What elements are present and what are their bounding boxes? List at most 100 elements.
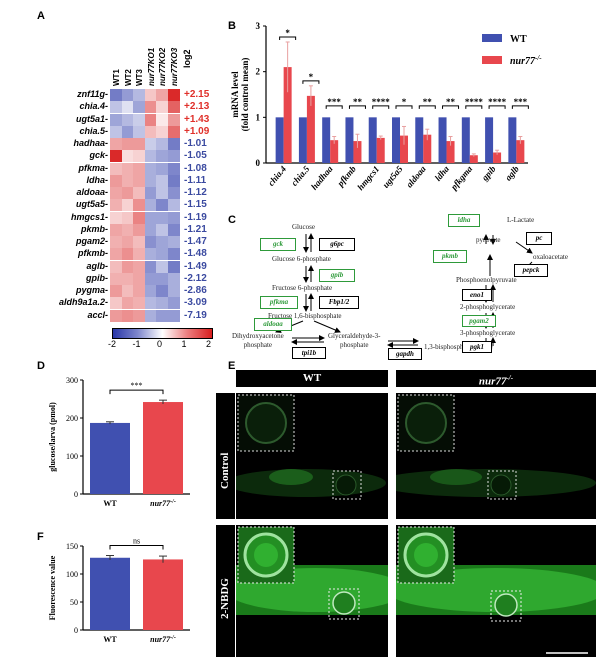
heatmap-cell	[133, 89, 145, 102]
log2-value: -1.21	[184, 223, 207, 235]
heatmap-cell	[168, 101, 180, 114]
y-tick-label: 0	[74, 490, 78, 499]
significance-bracket	[372, 105, 390, 109]
panel-label-c: C	[228, 214, 236, 226]
bar	[143, 559, 183, 630]
metabolite-g6p: Glucose 6-phosphate	[272, 255, 331, 263]
y-tick-label: 100	[66, 570, 78, 579]
heatmap-cell	[168, 199, 180, 212]
enzyme-pepck: pepck	[514, 264, 548, 277]
heatmap-cell	[110, 309, 122, 322]
bar-wt	[461, 117, 470, 163]
heatmap-column-header: WT2	[123, 69, 133, 86]
heatmap-cell	[156, 211, 168, 224]
heatmap-cell	[121, 113, 134, 126]
y-tick-label: 150	[66, 542, 78, 551]
significance-mark: *	[309, 72, 314, 82]
bar-nur77	[469, 155, 478, 163]
microscopy-panel: WT nur77-/- Control 2-NBDG	[216, 370, 600, 660]
metabolite-f16bp: Fructose 1,6-bisphosphate	[268, 312, 342, 320]
significance-mark: *	[402, 97, 407, 107]
gene-label: ugt5a1-	[75, 113, 108, 124]
enzyme-fbp: Fbp1/2	[319, 296, 359, 309]
heatmap-cell	[156, 187, 168, 200]
heatmap-cell	[144, 101, 157, 114]
bar-nur77	[493, 152, 502, 163]
heatmap-cell	[133, 223, 145, 236]
x-tick-label: ugt5a5	[380, 163, 404, 189]
y-tick-label: 100	[66, 452, 78, 461]
heatmap-cell	[133, 162, 145, 175]
significance-mark: *	[285, 28, 290, 38]
fluorescence-bar-chart: 0 50 100 150 Fluorescence value WT nur77-/- ns	[48, 538, 190, 644]
heatmap-cell	[144, 162, 157, 175]
gene-label: hadhaa-	[73, 138, 108, 148]
heatmap-cell	[168, 174, 180, 187]
heatmap-cell	[110, 248, 122, 261]
heatmap-cell	[110, 199, 122, 212]
metabolite-oxaloacetate: oxaloacetate	[533, 253, 568, 261]
heatmap-cell	[156, 236, 168, 249]
heatmap-cell	[144, 248, 157, 261]
row-label-control-text: Control	[219, 452, 231, 489]
heatmap-cell	[121, 187, 134, 200]
heatmap-cell	[121, 223, 134, 236]
metabolite-13bpg: 1,3-bisphosphoglycerate	[424, 343, 493, 351]
colorbar-tick: -1	[132, 339, 141, 349]
x-tick-label: hadhaa	[309, 163, 335, 191]
bar-wt	[392, 117, 400, 163]
y-tick-label: 200	[66, 414, 78, 423]
colorbar-tick: 1	[181, 339, 187, 349]
log2-value: -1.12	[184, 187, 207, 198]
heatmap-cell	[168, 187, 180, 200]
enzyme-aldoaa: aldoaa	[254, 318, 292, 331]
bar-wt	[345, 117, 354, 163]
heatmap-cell	[121, 248, 134, 261]
log2-value: -1.49	[184, 260, 207, 272]
heatmap-cell	[168, 223, 180, 236]
x-tick-label: gpib	[479, 163, 498, 183]
significance-mark: ****	[372, 97, 391, 107]
heatmap-cell	[168, 297, 180, 310]
heatmap-cell	[168, 89, 180, 102]
bar-nur77	[400, 135, 408, 163]
heatmap-cell	[156, 309, 168, 322]
heatmap-cell	[144, 125, 157, 138]
y-axis-label: mRNA level(fold control mean)	[230, 58, 250, 132]
heatmap-cell	[156, 248, 168, 261]
image-control-ko	[396, 393, 596, 519]
panel-label-b: B	[228, 20, 236, 32]
metabolite-pyruvate: pyruvate	[476, 236, 501, 244]
bar-nur77	[283, 67, 292, 163]
log2-value: -1.08	[184, 162, 207, 174]
heatmap-cell	[110, 260, 122, 273]
y-tick-label: 300	[66, 376, 78, 385]
heatmap-cell	[156, 272, 168, 285]
heatmap-cell	[121, 174, 134, 187]
heatmap-cell	[156, 297, 168, 310]
heatmap-cell	[168, 236, 180, 249]
heatmap-cell	[168, 211, 180, 224]
heatmap-cell	[121, 272, 134, 285]
heatmap-cell	[110, 236, 122, 249]
log2-value: -1.05	[184, 150, 207, 162]
heatmap-cell	[121, 199, 134, 212]
bar-wt	[438, 117, 447, 163]
heatmap-cell	[121, 101, 134, 114]
gene-label: aldh9a1a.2-	[58, 297, 108, 308]
heatmap-cell	[110, 101, 122, 114]
significance-mark: **	[423, 97, 433, 107]
enzyme-ldha: ldha	[448, 214, 480, 227]
y-tick-label: 50	[70, 598, 78, 607]
gene-label: aldoaa-	[76, 187, 108, 197]
x-tick-label: hmgcs1	[355, 164, 381, 192]
heatmap-cell	[144, 272, 157, 285]
metabolite-glucose: Glucose	[292, 223, 315, 231]
log2-value: +2.13	[184, 101, 210, 113]
heatmap-column-header: WT3	[135, 69, 145, 86]
qpcr-bar-chart: 0 1 2 3 mRNA level(fold control mean) * chia.4…	[230, 21, 542, 193]
colorbar-tick: 0	[157, 339, 163, 349]
heatmap-cell	[156, 260, 168, 273]
heatmap-cell	[144, 174, 157, 187]
heatmap-cell	[110, 150, 122, 163]
